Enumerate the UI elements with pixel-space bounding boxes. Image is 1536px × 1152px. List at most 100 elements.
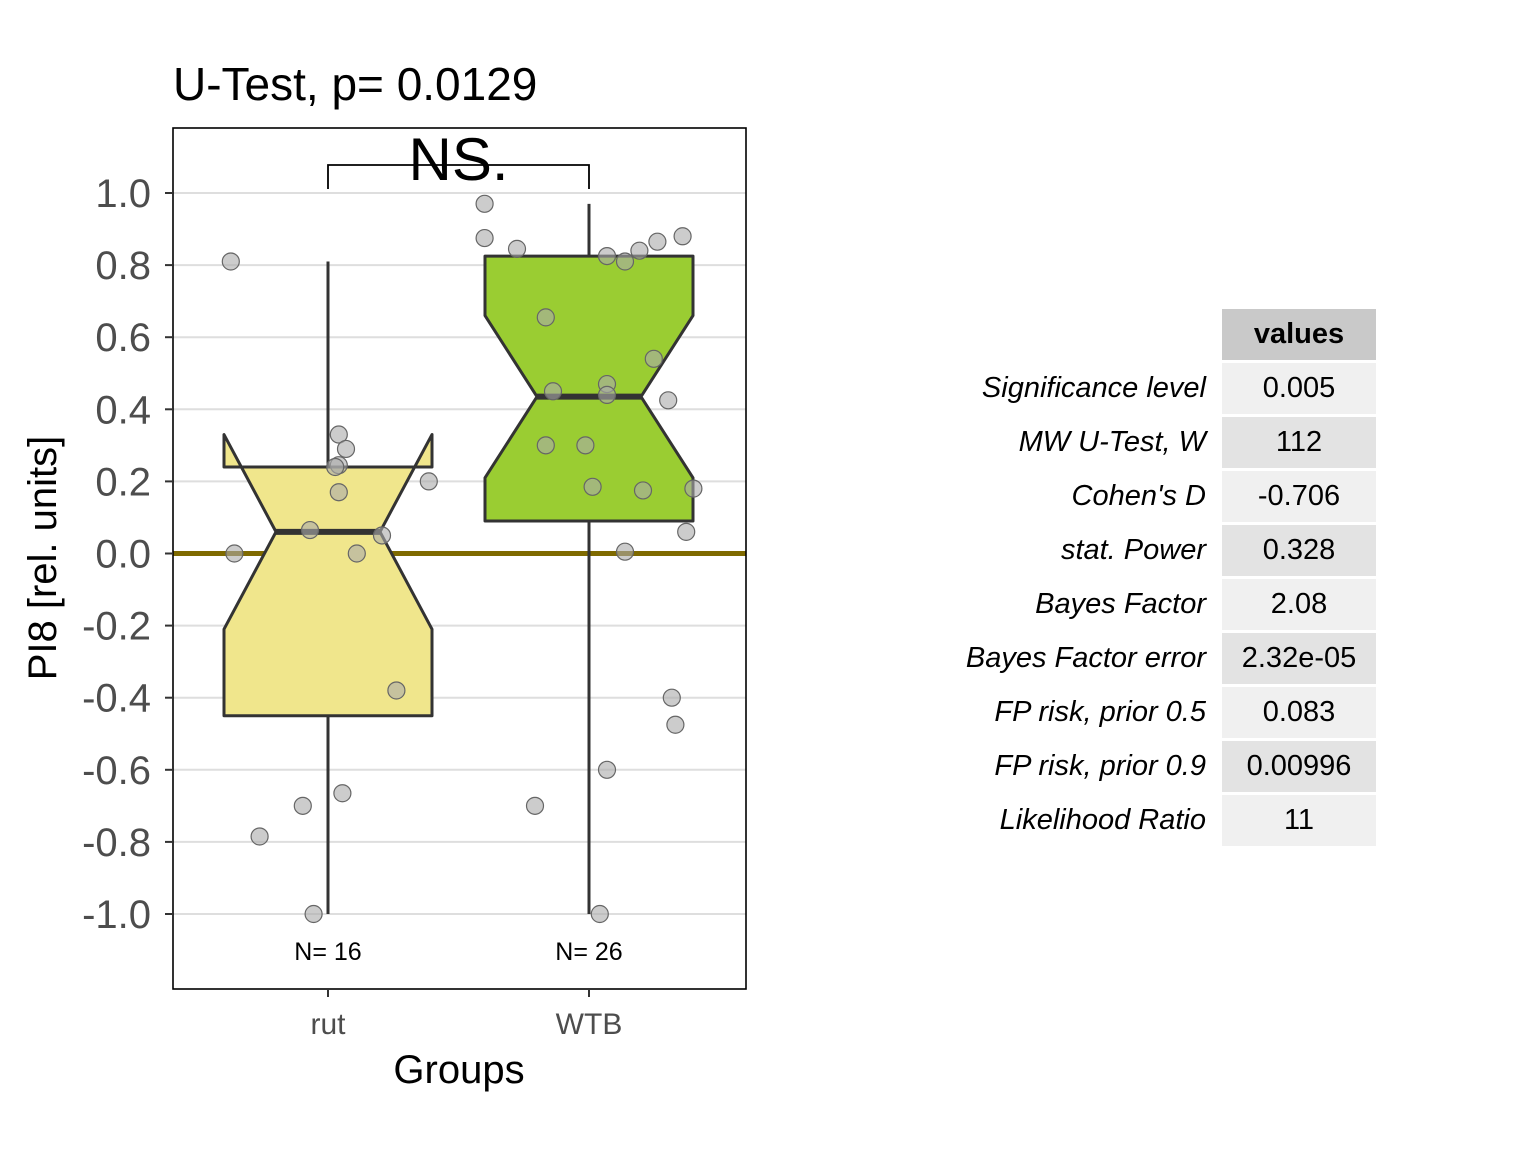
stats-row-label: Cohen's D (1071, 480, 1207, 512)
stats-row-label: stat. Power (1060, 534, 1206, 566)
x-axis-label: Groups (393, 1048, 524, 1092)
data-point (633, 481, 653, 500)
data-point (300, 520, 320, 540)
x-tick-label-rut: rut (310, 1008, 346, 1041)
data-point (221, 252, 240, 271)
data-point (336, 439, 356, 459)
stats-row: Bayes Factor error 2.32e-05 (930, 633, 1376, 684)
stats-row-value: 2.08 (1222, 579, 1376, 630)
data-point (673, 227, 692, 246)
data-point (583, 477, 602, 496)
data-point (666, 715, 685, 734)
stats-row-value: 0.00996 (1222, 741, 1376, 792)
x-tick-label-WTB: WTB (556, 1008, 623, 1041)
stats-row-label: FP risk, prior 0.9 (994, 750, 1206, 782)
stats-row-label: Bayes Factor error (965, 642, 1206, 674)
data-point (543, 382, 563, 401)
y-axis-ticks: 1.0 0.8 0.6 0.4 0.2 0.0 -0.2 -0.4 -0.6 -0.8 -1.0 (82, 172, 173, 937)
x-axis-ticks: rut WTB (310, 989, 622, 1041)
stats-row-value: 11 (1222, 795, 1376, 846)
stats-row-value: -0.706 (1222, 471, 1376, 522)
significance-label: NS. (408, 126, 508, 193)
y-tick-label: 0.6 (95, 316, 151, 360)
data-point (536, 436, 555, 455)
data-point (372, 526, 392, 545)
stats-row-value: 0.083 (1222, 687, 1376, 738)
data-point (576, 436, 595, 455)
stats-row: Cohen's D -0.706 (930, 471, 1376, 522)
stats-row: FP risk, prior 0.5 0.083 (930, 687, 1376, 738)
data-point (590, 904, 609, 924)
data-point (597, 246, 617, 266)
y-tick-label: 0.4 (95, 388, 151, 432)
data-point (293, 796, 312, 815)
y-tick-label: 0.0 (95, 533, 151, 577)
data-point (475, 194, 494, 213)
y-axis-label: PI8 [rel. units] (21, 436, 65, 681)
data-point (475, 228, 494, 248)
stats-row-label: Significance level (981, 372, 1206, 404)
data-point (387, 681, 406, 700)
n-label-rut: N= 16 (294, 938, 361, 966)
y-tick-label: -1.0 (82, 893, 151, 937)
chart: U-Test, p= 0.0129 NS. N= 16 N= 26 1.0 0.8 0… (21, 58, 747, 1092)
data-point (525, 796, 545, 815)
stats-row: MW U-Test, W 112 (930, 417, 1376, 468)
stats-header-spacer (930, 309, 1222, 360)
data-point (326, 457, 345, 477)
significance-bracket-line (327, 164, 590, 189)
stats-row-label: Likelihood Ratio (999, 804, 1206, 836)
stats-body: Significance level 0.005 MW U-Test, W 112 Co… (930, 363, 1376, 846)
stats-row-label: MW U-Test, W (1018, 426, 1206, 458)
data-point (684, 479, 703, 498)
box-rut (222, 433, 434, 718)
n-label-WTB: N= 26 (555, 938, 622, 966)
data-point (597, 760, 617, 779)
stats-row: Likelihood Ratio 11 (930, 795, 1376, 846)
data-point (659, 391, 678, 410)
data-point (648, 232, 667, 251)
stats-row-value: 0.005 (1222, 363, 1376, 414)
stats-row-value: 112 (1222, 417, 1376, 468)
data-point (329, 483, 348, 502)
y-tick-label: 0.8 (95, 244, 151, 288)
y-tick-label: 0.2 (95, 460, 151, 504)
data-point (536, 308, 555, 327)
stats-row-value: 0.328 (1222, 525, 1376, 576)
data-point (333, 784, 352, 803)
boxplots (222, 203, 695, 914)
y-tick-label: 1.0 (95, 172, 151, 216)
stats-row-label: Bayes Factor (1035, 588, 1206, 620)
y-tick-label: -0.4 (82, 677, 151, 721)
data-point (662, 688, 681, 707)
plot-panel-border (172, 127, 747, 990)
data-point (597, 385, 617, 404)
y-tick-label: -0.2 (82, 605, 151, 649)
data-point (644, 349, 663, 368)
data-point (677, 522, 696, 541)
data-point (347, 544, 366, 563)
n-labels: N= 16 N= 26 (294, 938, 622, 966)
stats-header-values: values (1222, 309, 1376, 360)
stats-row-value: 2.32e-05 (1222, 633, 1376, 684)
significance-bracket: NS. (327, 126, 590, 193)
data-point (507, 239, 527, 258)
stats-row-label: FP risk, prior 0.5 (994, 696, 1206, 728)
stats-row: stat. Power 0.328 (930, 525, 1376, 576)
y-tick-label: -0.6 (82, 749, 151, 793)
y-tick-label: -0.8 (82, 821, 151, 865)
stats-row: Significance level 0.005 (930, 363, 1376, 414)
data-point (615, 542, 635, 561)
data-point (630, 241, 649, 260)
chart-title: U-Test, p= 0.0129 (173, 58, 537, 110)
data-point (225, 544, 244, 563)
data-points (221, 194, 703, 924)
stats-row: Bayes Factor 2.08 (930, 579, 1376, 630)
data-point (329, 425, 348, 444)
data-point (250, 827, 269, 846)
data-point (304, 904, 323, 924)
data-point (615, 252, 635, 271)
stats-header-row: values (930, 309, 1376, 360)
stats-table: values Significance level 0.005 MW U-Test,… (930, 306, 1376, 849)
stats-row: FP risk, prior 0.9 0.00996 (930, 741, 1376, 792)
